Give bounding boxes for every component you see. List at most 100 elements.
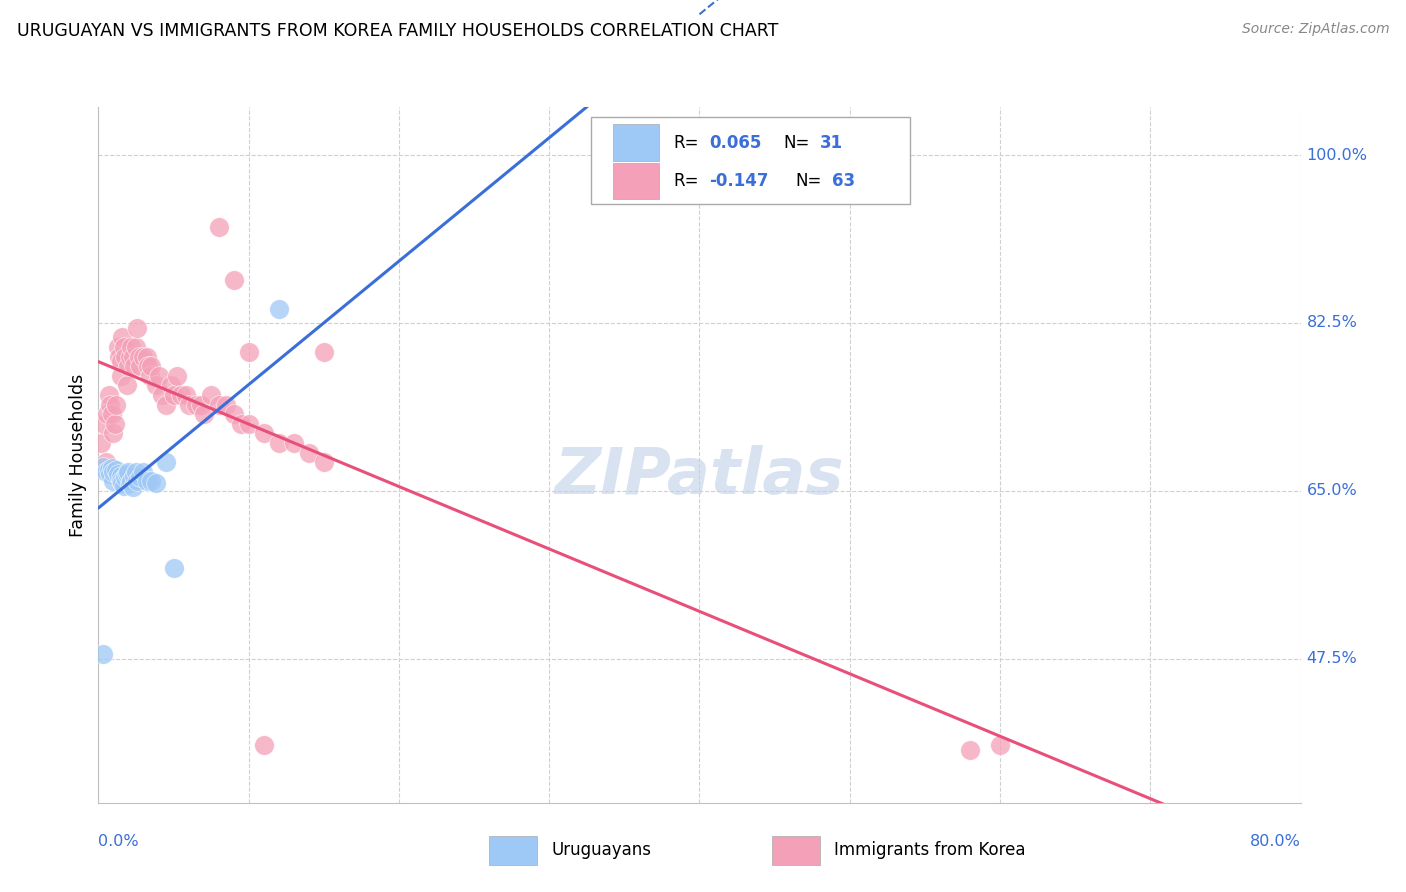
Text: 31: 31 [820,134,842,152]
Text: ZIPatlas: ZIPatlas [555,445,844,507]
Point [267,436,290,450]
Point [96,407,118,421]
Point [114,469,136,483]
Text: 80.0%: 80.0% [1250,834,1301,849]
Bar [489,836,537,864]
Text: 82.5%: 82.5% [1306,316,1357,330]
Point [124,468,146,483]
Point [103,465,125,479]
Point [148,368,170,383]
Point [104,417,127,431]
Point [132,465,155,479]
Point [103,475,125,489]
Point [208,398,231,412]
Point [145,476,167,491]
Point [124,359,146,373]
Point [127,320,149,334]
Point [115,467,138,481]
Text: -0.147: -0.147 [709,172,769,190]
Point [135,475,157,489]
Point [145,378,167,392]
Point [959,743,981,757]
Point [177,398,200,412]
Point [267,301,290,316]
Text: Uruguayans: Uruguayans [551,841,651,859]
Point [135,350,157,364]
Point [139,359,162,373]
Point [193,407,215,421]
Point [112,479,135,493]
Text: 63: 63 [832,172,855,190]
Text: Source: ZipAtlas.com: Source: ZipAtlas.com [1241,22,1389,37]
Point [162,560,184,574]
Point [190,398,212,412]
Text: 0.065: 0.065 [709,134,762,152]
Point [100,467,122,481]
Point [184,398,207,412]
Point [110,475,132,489]
Point [174,388,197,402]
Point [253,426,276,441]
Point [100,398,122,412]
Point [150,388,173,402]
Point [125,465,148,479]
Text: 47.5%: 47.5% [1306,651,1357,666]
Point [988,738,1011,752]
Text: 0.0%: 0.0% [98,834,139,849]
Point [121,475,143,489]
Bar [613,163,658,199]
Point [101,407,124,421]
Point [107,340,129,354]
Point [103,426,125,441]
Text: R=: R= [673,134,699,152]
Point [112,340,135,354]
Point [91,459,114,474]
Text: N=: N= [783,134,810,152]
Point [114,350,136,364]
Point [312,455,335,469]
Y-axis label: Family Households: Family Households [69,373,87,537]
Point [215,398,238,412]
Point [94,455,117,469]
Point [111,330,134,344]
Text: URUGUAYAN VS IMMIGRANTS FROM KOREA FAMILY HOUSEHOLDS CORRELATION CHART: URUGUAYAN VS IMMIGRANTS FROM KOREA FAMIL… [17,22,779,40]
Point [238,344,260,359]
Bar [772,836,820,864]
Point [97,388,120,402]
Point [128,350,150,364]
Point [159,378,181,392]
Point [117,359,139,373]
Text: Immigrants from Korea: Immigrants from Korea [834,841,1025,859]
Point [208,219,231,234]
Point [129,359,152,373]
Point [97,463,120,477]
Point [127,475,149,489]
Point [94,465,117,479]
Point [132,350,155,364]
Point [115,378,138,392]
Point [117,465,139,479]
Point [231,417,253,431]
Point [122,480,145,494]
Point [166,368,188,383]
FancyBboxPatch shape [592,118,910,204]
Point [107,467,129,481]
Point [139,475,162,489]
Point [222,273,245,287]
Bar [613,125,658,161]
Point [111,476,134,491]
Point [312,344,335,359]
Point [108,350,131,364]
Point [155,398,177,412]
Point [118,350,141,364]
Point [110,368,132,383]
Text: 100.0%: 100.0% [1306,147,1368,162]
Point [200,388,222,402]
Point [162,388,184,402]
Point [283,436,305,450]
Point [253,738,276,752]
Point [238,417,260,431]
Point [155,455,177,469]
Text: N=: N= [796,172,823,190]
Point [105,398,128,412]
